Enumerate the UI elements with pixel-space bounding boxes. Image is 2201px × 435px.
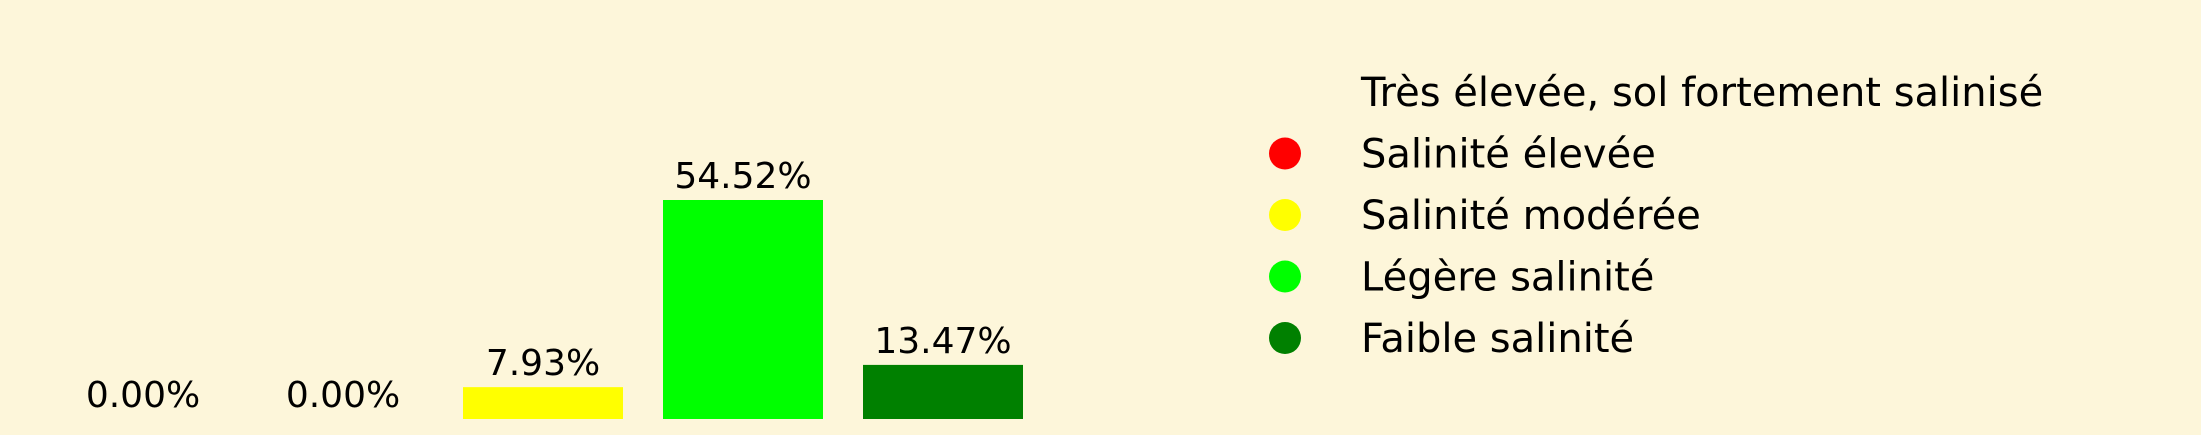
bar-3 (663, 200, 823, 419)
legend-label-0: Très élevée, sol fortement salinisé (1360, 70, 2043, 116)
bar-value-label-2: 7.93% (486, 343, 600, 384)
legend-marker-1 (1269, 137, 1301, 170)
legend-label-4: Faible salinité (1361, 316, 1634, 362)
legend-label-1: Salinité élevée (1361, 132, 1656, 178)
bar-4 (863, 364, 1023, 419)
legend-marker-2 (1269, 199, 1301, 231)
bars-group: 0.00% 0.00% 7.93% 54.52% 13.47% (86, 156, 1023, 419)
bar-value-label-3: 54.52% (674, 156, 811, 197)
bar-value-label-0: 0.00% (86, 375, 200, 416)
legend: Très élevée, sol fortement salinisé Salin… (1269, 70, 2043, 362)
legend-label-3: Légère salinité (1361, 255, 1654, 301)
bar-value-label-1: 0.00% (286, 375, 400, 416)
bar-2 (463, 387, 623, 419)
bar-value-label-4: 13.47% (874, 321, 1011, 362)
legend-marker-3 (1269, 260, 1301, 293)
legend-label-2: Salinité modérée (1361, 193, 1701, 239)
legend-marker-4 (1269, 322, 1301, 354)
